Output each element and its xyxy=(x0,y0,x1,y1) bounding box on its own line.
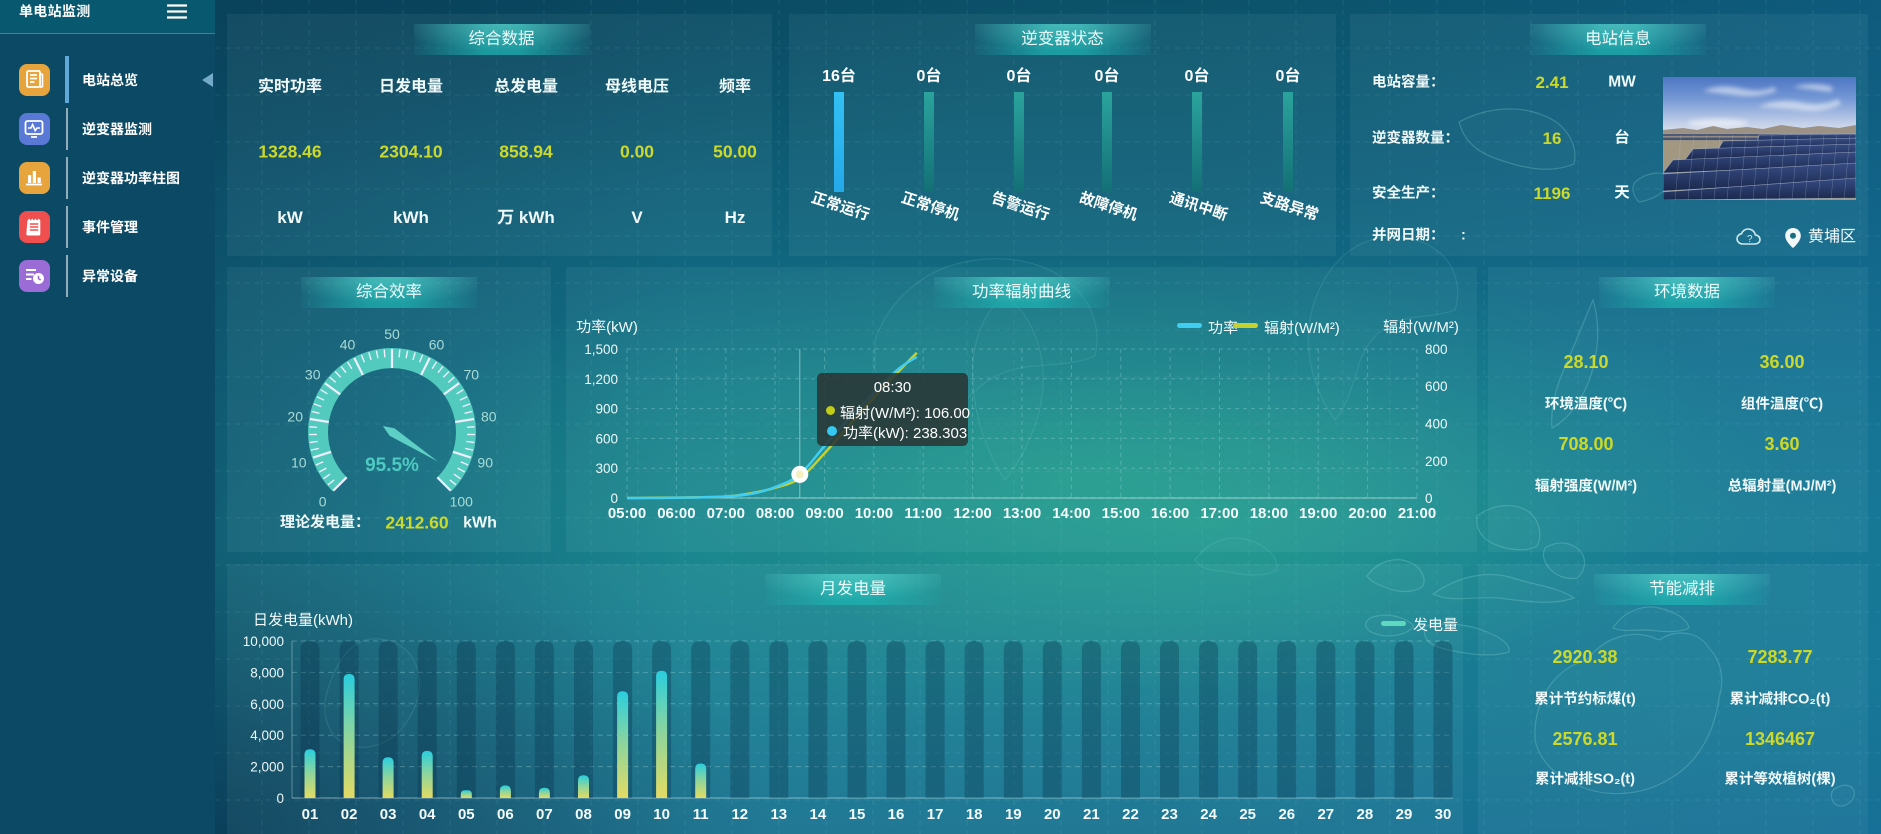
svg-text:600: 600 xyxy=(595,431,618,446)
svg-text:95.5%: 95.5% xyxy=(365,455,419,476)
svg-text:?: ? xyxy=(1747,234,1753,245)
svg-text:2,000: 2,000 xyxy=(250,760,284,775)
svg-text:21:00: 21:00 xyxy=(1398,505,1436,522)
svg-text:08:00: 08:00 xyxy=(756,505,794,522)
svg-text:21: 21 xyxy=(1083,806,1100,823)
svg-text:发电量: 发电量 xyxy=(1413,617,1458,634)
svg-text:0: 0 xyxy=(276,791,284,806)
svg-text:26: 26 xyxy=(1278,806,1295,823)
svg-text:16:00: 16:00 xyxy=(1151,505,1189,522)
svg-text:40: 40 xyxy=(340,337,356,353)
svg-text:16: 16 xyxy=(888,806,905,823)
svg-text:15: 15 xyxy=(849,806,866,823)
svg-text:05:00: 05:00 xyxy=(608,505,646,522)
svg-text:8,000: 8,000 xyxy=(250,665,284,680)
svg-text:70: 70 xyxy=(464,366,480,382)
svg-text:通讯中断: 通讯中断 xyxy=(1167,189,1229,224)
svg-text:功率(kW): 功率(kW) xyxy=(576,319,638,336)
svg-text:正常停机: 正常停机 xyxy=(899,189,961,224)
svg-text:正常运行: 正常运行 xyxy=(809,189,871,224)
svg-text:28: 28 xyxy=(1357,806,1374,823)
svg-text:04: 04 xyxy=(419,806,436,823)
svg-text:08: 08 xyxy=(575,806,592,823)
svg-text:0台: 0台 xyxy=(917,67,942,85)
svg-text:故障停机: 故障停机 xyxy=(1077,189,1139,224)
svg-text:14:00: 14:00 xyxy=(1052,505,1090,522)
svg-text:900: 900 xyxy=(595,402,618,417)
svg-text:27: 27 xyxy=(1317,806,1334,823)
svg-text:05: 05 xyxy=(458,806,475,823)
svg-text:25: 25 xyxy=(1239,806,1256,823)
svg-text:18:00: 18:00 xyxy=(1250,505,1288,522)
svg-text:19: 19 xyxy=(1005,806,1022,823)
svg-text:0台: 0台 xyxy=(1007,67,1032,85)
svg-text:13:00: 13:00 xyxy=(1003,505,1041,522)
svg-text:600: 600 xyxy=(1425,379,1448,394)
svg-text:19:00: 19:00 xyxy=(1299,505,1337,522)
svg-text:支路异常: 支路异常 xyxy=(1258,189,1320,224)
svg-text:30: 30 xyxy=(305,366,321,382)
svg-text:07:00: 07:00 xyxy=(707,505,745,522)
svg-text:06: 06 xyxy=(497,806,514,823)
svg-text:400: 400 xyxy=(1425,417,1448,432)
svg-text:1,200: 1,200 xyxy=(584,372,618,387)
svg-text:01: 01 xyxy=(302,806,319,823)
svg-text:0台: 0台 xyxy=(1276,67,1301,85)
svg-text:14: 14 xyxy=(810,806,827,823)
svg-text:07: 07 xyxy=(536,806,553,823)
svg-text:0: 0 xyxy=(610,491,618,506)
svg-text:6,000: 6,000 xyxy=(250,697,284,712)
svg-text:10: 10 xyxy=(291,454,307,470)
svg-text:12: 12 xyxy=(731,806,748,823)
svg-text:24: 24 xyxy=(1200,806,1217,823)
svg-text:20: 20 xyxy=(287,409,303,425)
svg-text:12:00: 12:00 xyxy=(953,505,991,522)
svg-text:0: 0 xyxy=(1425,491,1433,506)
svg-text:23: 23 xyxy=(1161,806,1178,823)
svg-text:300: 300 xyxy=(595,461,618,476)
svg-text:06:00: 06:00 xyxy=(657,505,695,522)
svg-text:10: 10 xyxy=(653,806,670,823)
svg-text:200: 200 xyxy=(1425,454,1448,469)
svg-text:日发电量(kWh): 日发电量(kWh) xyxy=(253,612,353,629)
svg-text:20:00: 20:00 xyxy=(1348,505,1386,522)
svg-text:29: 29 xyxy=(1396,806,1413,823)
svg-text:09: 09 xyxy=(614,806,631,823)
svg-text:10,000: 10,000 xyxy=(243,634,284,649)
svg-text:02: 02 xyxy=(341,806,358,823)
svg-text:800: 800 xyxy=(1425,342,1448,357)
svg-text:0: 0 xyxy=(319,493,327,509)
svg-text:30: 30 xyxy=(1435,806,1452,823)
svg-text:100: 100 xyxy=(450,493,474,509)
svg-text:16台: 16台 xyxy=(822,67,856,85)
svg-text:50: 50 xyxy=(384,326,400,342)
svg-text:18: 18 xyxy=(966,806,983,823)
svg-text:09:00: 09:00 xyxy=(805,505,843,522)
svg-text:10:00: 10:00 xyxy=(855,505,893,522)
svg-text:0台: 0台 xyxy=(1095,67,1120,85)
svg-text:辐射(W/M²): 辐射(W/M²) xyxy=(1264,320,1340,337)
svg-text:60: 60 xyxy=(429,337,445,353)
svg-text:1,500: 1,500 xyxy=(584,342,618,357)
svg-text:17: 17 xyxy=(927,806,944,823)
svg-text:0台: 0台 xyxy=(1185,67,1210,85)
svg-text:15:00: 15:00 xyxy=(1102,505,1140,522)
svg-text:11:00: 11:00 xyxy=(904,505,942,522)
svg-text:90: 90 xyxy=(477,454,493,470)
svg-text:辐射(W/M²): 辐射(W/M²) xyxy=(1383,319,1459,336)
svg-text:22: 22 xyxy=(1122,806,1139,823)
svg-text:20: 20 xyxy=(1044,806,1061,823)
svg-text:03: 03 xyxy=(380,806,397,823)
svg-text:13: 13 xyxy=(770,806,787,823)
svg-text:功率: 功率 xyxy=(1208,320,1238,337)
svg-text:告警运行: 告警运行 xyxy=(989,189,1051,224)
svg-text:17:00: 17:00 xyxy=(1200,505,1238,522)
svg-text:11: 11 xyxy=(693,806,709,823)
svg-text:80: 80 xyxy=(481,409,497,425)
svg-text:4,000: 4,000 xyxy=(250,728,284,743)
